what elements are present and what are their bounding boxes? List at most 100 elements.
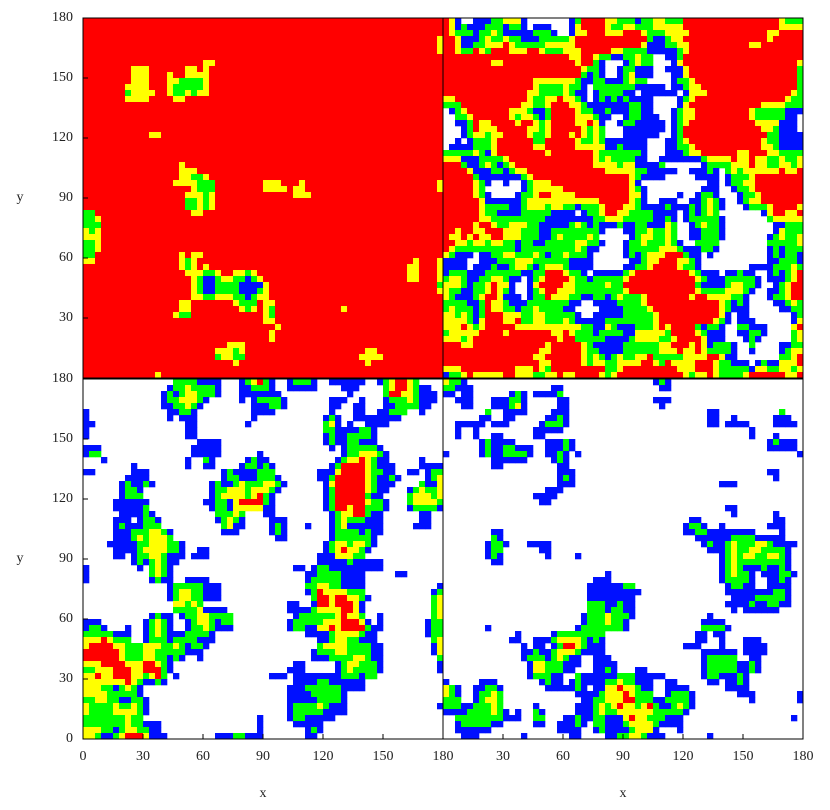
field-cell <box>317 60 324 67</box>
field-cell <box>287 318 294 325</box>
field-cell <box>521 126 528 133</box>
field-cell <box>161 78 168 85</box>
field-cell <box>89 114 96 121</box>
field-cell <box>461 36 468 43</box>
field-cell <box>731 114 738 121</box>
field-cell <box>749 42 756 49</box>
field-cell <box>185 60 192 67</box>
field-cell <box>413 84 420 91</box>
field-cell <box>215 318 222 325</box>
field-cell <box>95 60 102 67</box>
field-cell <box>149 270 156 277</box>
field-cell <box>131 36 138 43</box>
field-cell <box>203 192 210 199</box>
field-cell <box>239 222 246 229</box>
field-cell <box>185 108 192 115</box>
field-cell <box>185 30 192 37</box>
field-cell <box>83 54 90 61</box>
field-cell <box>599 36 606 43</box>
field-cell <box>635 24 642 31</box>
field-cell <box>197 90 204 97</box>
field-cell <box>461 156 468 163</box>
field-cell <box>275 264 282 271</box>
field-cell <box>227 234 234 241</box>
field-cell <box>323 336 330 343</box>
field-cell <box>305 228 312 235</box>
field-cell <box>431 234 438 241</box>
field-cell <box>749 132 756 139</box>
field-cell <box>209 258 216 265</box>
field-cell <box>269 18 276 25</box>
field-cell <box>419 198 426 205</box>
field-cell <box>263 30 270 37</box>
field-cell <box>623 42 630 49</box>
field-cell <box>389 48 396 55</box>
field-cell <box>155 336 162 343</box>
field-cell <box>83 18 90 25</box>
field-cell <box>269 360 276 367</box>
field-cell <box>473 36 480 43</box>
field-cell <box>389 66 396 73</box>
field-cell <box>371 330 378 337</box>
field-cell <box>575 120 582 127</box>
field-cell <box>233 258 240 265</box>
field-cell <box>287 372 294 379</box>
field-cell <box>755 102 762 109</box>
field-cell <box>281 198 288 205</box>
field-cell <box>107 240 114 247</box>
field-cell <box>431 282 438 289</box>
field-cell <box>143 54 150 61</box>
field-cell <box>431 156 438 163</box>
field-cell <box>329 240 336 247</box>
field-cell <box>659 48 666 55</box>
field-cell <box>281 168 288 175</box>
field-cell <box>335 186 342 193</box>
field-cell <box>233 162 240 169</box>
field-cell <box>689 144 696 151</box>
field-cell <box>215 150 222 157</box>
field-cell <box>413 108 420 115</box>
field-cell <box>269 366 276 373</box>
field-cell <box>455 24 462 31</box>
field-cell <box>179 174 186 181</box>
field-cell <box>365 42 372 49</box>
field-cell <box>791 138 798 145</box>
field-cell <box>197 264 204 271</box>
field-cell <box>329 132 336 139</box>
field-cell <box>665 18 672 25</box>
field-cell <box>83 198 90 205</box>
field-cell <box>269 270 276 277</box>
field-cell <box>161 222 168 229</box>
field-cell <box>173 138 180 145</box>
field-cell <box>395 120 402 127</box>
field-cell <box>281 360 288 367</box>
field-cell <box>173 174 180 181</box>
field-cell <box>485 78 492 85</box>
field-cell <box>773 18 780 25</box>
field-cell <box>605 78 612 85</box>
field-cell <box>401 24 408 31</box>
field-cell <box>149 198 156 205</box>
field-cell <box>473 78 480 85</box>
field-cell <box>575 72 582 79</box>
field-cell <box>755 72 762 79</box>
field-cell <box>257 174 264 181</box>
field-cell <box>593 126 600 133</box>
field-cell <box>551 108 558 115</box>
field-cell <box>425 156 432 163</box>
field-cell <box>161 336 168 343</box>
field-cell <box>287 246 294 253</box>
field-cell <box>125 288 132 295</box>
field-cell <box>509 138 516 145</box>
field-cell <box>275 324 282 331</box>
field-cell <box>365 330 372 337</box>
field-cell <box>731 18 738 25</box>
field-cell <box>761 96 768 103</box>
field-cell <box>179 120 186 127</box>
heatmap-field <box>443 18 804 379</box>
field-cell <box>125 354 132 361</box>
field-cell <box>251 54 258 61</box>
field-cell <box>539 156 546 163</box>
field-cell <box>173 48 180 55</box>
field-cell <box>653 90 660 97</box>
